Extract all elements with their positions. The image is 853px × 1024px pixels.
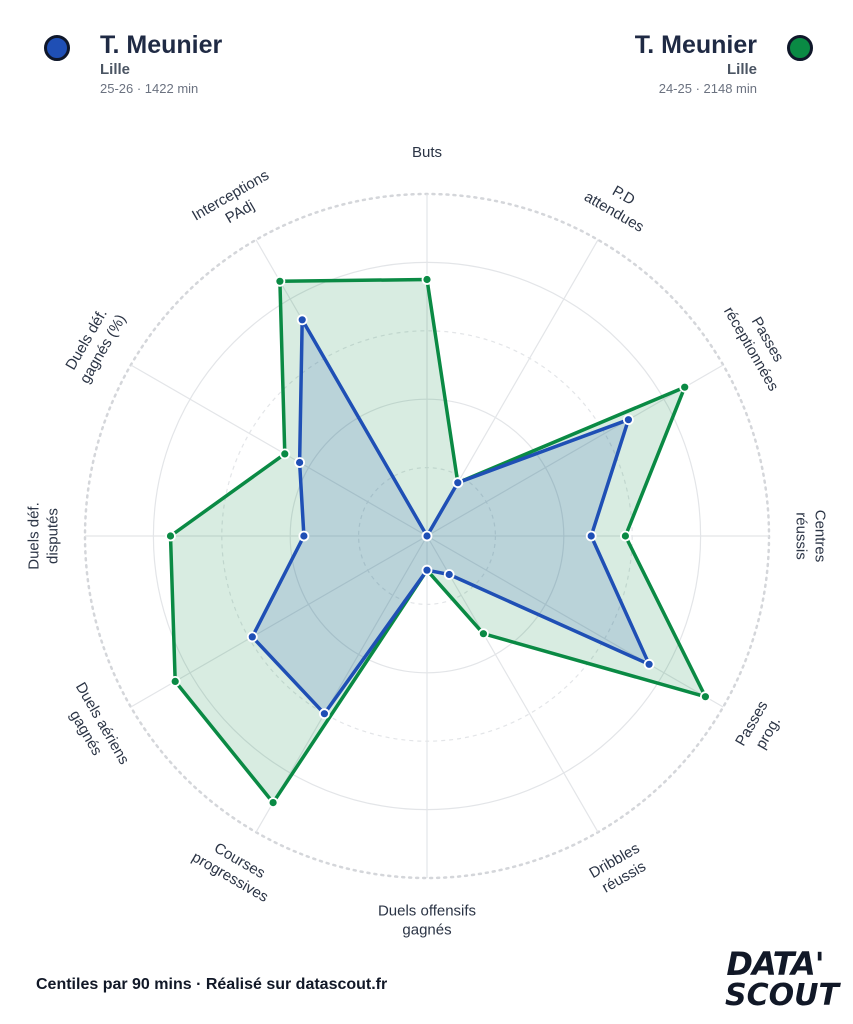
- series-point-2: [643, 658, 655, 670]
- player-left-meta: 25-26 · 1422 min: [100, 81, 199, 96]
- axis-label: Duels offensifs gagnés: [378, 903, 476, 939]
- axis-label: Passesréceptionnées: [720, 294, 798, 394]
- series-point-2: [623, 414, 634, 426]
- series-point-1: [477, 628, 489, 640]
- player-left-club: Lille: [100, 61, 131, 78]
- axis-label: Coursesprogressives: [189, 832, 281, 906]
- series-point-2: [443, 569, 455, 580]
- series-point-2: [296, 314, 308, 326]
- axis-label: Duels déf. disputés: [26, 502, 62, 570]
- axis-label: InterceptionsPAdj: [189, 167, 281, 241]
- series-point-2: [298, 530, 310, 542]
- axis-label: P.Dattendues: [581, 172, 656, 236]
- series-point-1: [274, 275, 286, 287]
- player-right-name: T. Meunier: [634, 31, 757, 59]
- series-point-1: [279, 448, 291, 460]
- series-point-2: [318, 708, 330, 720]
- axis-label: Dribblesréussis: [586, 840, 652, 899]
- axis-label: Buts: [412, 144, 442, 161]
- player-left-color-dot: [44, 35, 70, 61]
- player-right-meta: 24-25 · 2148 min: [658, 81, 757, 96]
- series-point-2: [421, 564, 433, 576]
- series-point-1: [165, 530, 176, 542]
- grid-spoke: [426, 535, 724, 708]
- player-right-color-dot: [787, 35, 813, 61]
- grid-spoke: [130, 535, 428, 708]
- series-point-1: [620, 530, 631, 542]
- series-point-1: [421, 274, 433, 285]
- axis-label: Passesprog.: [732, 698, 788, 759]
- logo-line-2: SCOUT: [725, 978, 839, 1013]
- player-left-name: T. Meunier: [100, 31, 223, 59]
- series-point-2: [294, 457, 306, 468]
- logo-line-1: DATA': [726, 945, 824, 983]
- axis-label: Centresréussis: [793, 510, 829, 563]
- datascout-logo: DATA' SCOUT: [725, 945, 839, 1013]
- series-point-2: [452, 477, 464, 489]
- series-point-2: [585, 530, 597, 542]
- series-point-1: [267, 797, 279, 808]
- series-point-1: [679, 381, 691, 393]
- series-point-2: [421, 530, 433, 542]
- player-right-club: Lille: [726, 61, 757, 78]
- footer-credit: Centiles par 90 mins · Réalisé sur datas…: [36, 976, 388, 993]
- series-point-1: [700, 691, 711, 703]
- grid-spoke: [426, 535, 599, 833]
- series-point-1: [169, 676, 181, 687]
- axis-label: Duels aériensgagnés: [55, 680, 132, 777]
- axis-label: Duels déf.gagnés (%): [60, 302, 130, 386]
- series-point-2: [246, 631, 258, 643]
- grid-spoke: [130, 364, 428, 537]
